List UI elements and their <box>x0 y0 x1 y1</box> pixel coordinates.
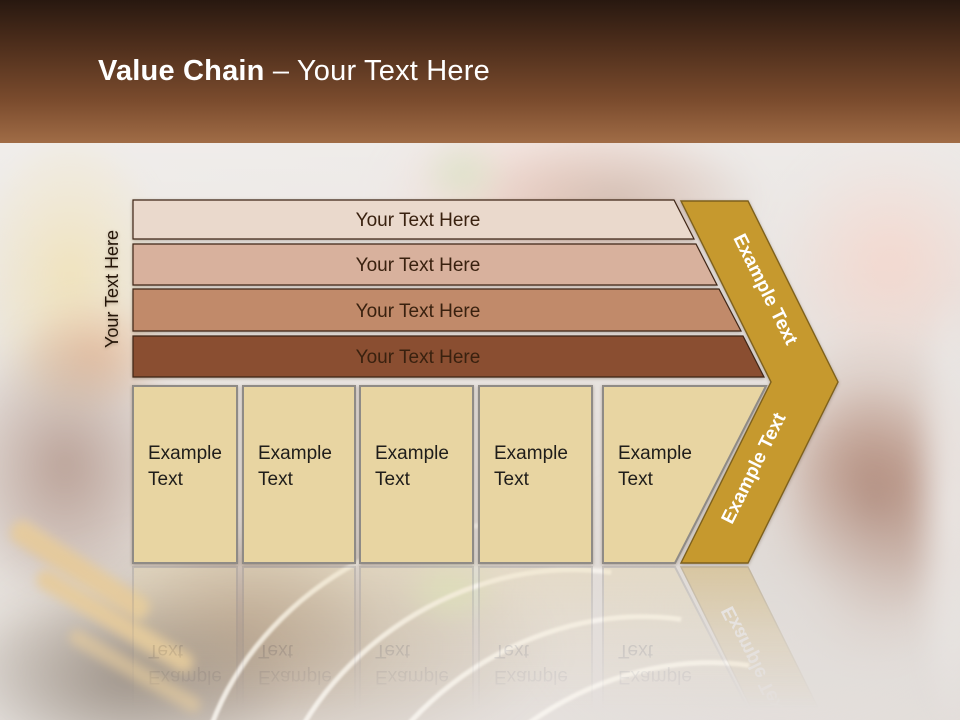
bar-shape[interactable] <box>132 335 765 378</box>
bar-shape[interactable] <box>132 243 718 286</box>
bar-shape[interactable] <box>132 288 742 332</box>
box-label: Example Text <box>258 443 337 490</box>
process-box-5[interactable]: Example Text <box>602 385 768 564</box>
chevron-arrow[interactable]: Example Text Example Text <box>679 200 839 564</box>
side-label[interactable]: Your Text Here <box>102 230 122 348</box>
bar-label: Your Text Here <box>356 301 481 322</box>
bar-label: Your Text Here <box>356 210 481 231</box>
bar-label: Your Text Here <box>356 347 481 368</box>
slide-title[interactable]: Value Chain – Your Text Here <box>98 55 490 88</box>
title-bar: Value Chain – Your Text Here <box>0 0 960 143</box>
process-box-3[interactable]: Example Text <box>359 385 474 564</box>
title-bold-part: Value Chain <box>98 55 265 87</box>
process-box-2[interactable]: Example Text <box>242 385 356 564</box>
box-label: Example Text <box>375 443 454 490</box>
box-label: Example Text <box>618 443 697 490</box>
chevron-shape[interactable] <box>679 200 839 564</box>
value-chain-bar-1[interactable]: Your Text Here <box>132 199 695 240</box>
box-shape[interactable] <box>478 385 593 564</box>
value-chain-bar-2[interactable]: Your Text Here <box>132 243 718 286</box>
box-shape[interactable] <box>602 385 768 564</box>
title-regular-part: – Your Text Here <box>272 55 490 87</box>
box-shape[interactable] <box>242 385 356 564</box>
box-shape[interactable] <box>132 385 238 564</box>
process-box-1[interactable]: Example Text <box>132 385 238 564</box>
box-shape[interactable] <box>359 385 474 564</box>
bar-shape[interactable] <box>132 199 695 240</box>
box-label: Example Text <box>494 443 573 490</box>
box-label: Example Text <box>148 443 227 490</box>
bar-label: Your Text Here <box>356 255 481 276</box>
value-chain-bar-3[interactable]: Your Text Here <box>132 288 742 332</box>
process-box-4[interactable]: Example Text <box>478 385 593 564</box>
value-chain-bar-4[interactable]: Your Text Here <box>132 335 765 378</box>
